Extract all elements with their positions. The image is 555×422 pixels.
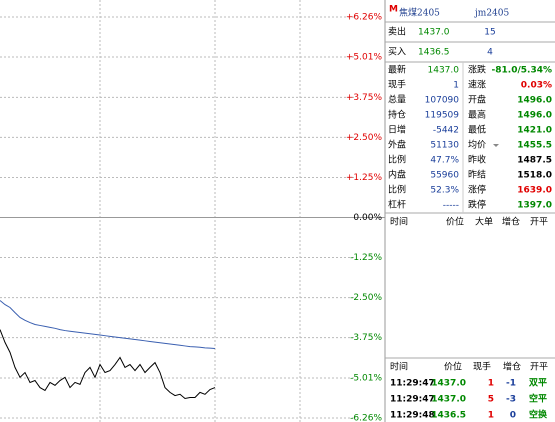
stat-value: 55960 (430, 171, 459, 181)
stat-label: 均价 (468, 139, 486, 151)
tick-cell: 双平 (529, 378, 547, 389)
stat-value: 1437.0 (428, 66, 460, 76)
stat-label: 持仓 (388, 109, 406, 121)
tick-cell: 空平 (529, 393, 547, 405)
column-header: 开平 (530, 217, 548, 228)
column-header: 时间 (390, 361, 408, 373)
stat-value: 1496.0 (517, 111, 552, 121)
contract-code: jm2405 (474, 9, 510, 19)
tick-cell: 11:29:47 (390, 379, 435, 389)
tick-cell: 0 (510, 411, 516, 421)
stat-label: 杠杆 (388, 199, 406, 211)
stat-value: 1 (453, 81, 459, 91)
stat-label: 最低 (468, 124, 486, 136)
stat-label: 内盘 (388, 169, 406, 181)
stat-label: 比例 (388, 184, 406, 196)
tick-cell: 1 (488, 379, 494, 389)
y-tick-label: 0.00% (353, 213, 382, 223)
column-header: 大单 (475, 216, 493, 228)
stat-value: 1518.0 (517, 171, 552, 181)
stat-value: 119509 (425, 111, 460, 121)
dropdown-arrow (493, 144, 499, 147)
stat-value: -81.0/5.34% (492, 66, 552, 76)
stat-label: 昨收 (468, 154, 486, 166)
stat-label: 最新 (388, 64, 406, 76)
tick-cell: 11:29:48 (390, 411, 435, 421)
tick-cell: 5 (488, 395, 494, 405)
buy-price: 1436.5 (418, 48, 450, 58)
column-header: 增仓 (503, 361, 521, 373)
tick-cell: -1 (506, 379, 516, 389)
column-header: 现手 (473, 361, 491, 373)
stat-label: 现手 (388, 79, 406, 91)
y-tick-label: +3.75% (346, 93, 383, 103)
y-tick-label: +1.25% (346, 173, 383, 183)
y-tick-label: +6.26% (346, 13, 383, 23)
price-line (0, 329, 216, 399)
stat-label: 涨跌 (468, 65, 486, 76)
tick-cell: 1437.0 (431, 395, 466, 405)
stat-value: 47.7% (430, 156, 459, 166)
sell-price: 1437.0 (418, 28, 450, 38)
tick-cell: 1 (488, 411, 494, 421)
y-tick-label: +2.50% (346, 133, 383, 143)
buy-qty: 4 (487, 48, 493, 58)
column-header: 价位 (444, 361, 462, 373)
stat-label: 外盘 (388, 139, 406, 151)
y-tick-label: -5.01% (350, 373, 382, 383)
price-line (0, 300, 216, 349)
y-tick-label: +5.01% (346, 53, 383, 63)
stat-value: 52.3% (430, 186, 459, 196)
stat-value: 1397.0 (517, 201, 552, 211)
stat-value: ----- (443, 201, 459, 211)
stat-value: 1487.5 (517, 156, 552, 166)
stat-value: 1496.0 (517, 96, 552, 106)
stat-value: 51130 (430, 141, 459, 151)
stat-label: 涨停 (468, 184, 486, 196)
stat-label: 开盘 (468, 94, 486, 106)
y-tick-label: -3.75% (350, 333, 382, 343)
stat-value: 1421.0 (517, 126, 552, 136)
y-tick-label: -1.25% (350, 253, 382, 263)
tick-cell: 空换 (529, 409, 548, 421)
tick-cell: 11:29:47 (390, 395, 435, 405)
tick-cell: 1436.5 (431, 411, 466, 421)
stat-label: 比例 (388, 154, 406, 166)
stat-value: 107090 (425, 96, 460, 106)
sell-label: 卖出 (388, 26, 406, 38)
column-header: 价位 (446, 216, 464, 228)
column-header: 开平 (530, 362, 548, 373)
tick-cell: 1437.0 (431, 379, 466, 389)
stat-label: 总量 (388, 94, 406, 106)
stat-label: 速涨 (468, 80, 486, 91)
stat-label: 跌停 (468, 199, 486, 211)
panel-bg (385, 0, 555, 422)
stat-value: 1455.5 (517, 141, 552, 151)
stat-label: 最高 (468, 109, 486, 121)
stat-value: -5442 (433, 126, 459, 136)
stat-label: 昨结 (468, 169, 486, 181)
tick-cell: -3 (506, 395, 516, 405)
column-header: 增仓 (502, 216, 520, 228)
y-tick-label: -6.26% (350, 414, 382, 422)
buy-label: 买入 (388, 47, 406, 58)
stat-value: 1639.0 (517, 186, 552, 196)
sell-qty: 15 (484, 28, 495, 38)
flag: M (389, 5, 398, 15)
y-tick-label: -2.50% (350, 293, 382, 303)
stat-value: 0.03% (521, 81, 552, 91)
stat-label: 日增 (388, 124, 406, 136)
contract-name: 焦煤2405 (399, 7, 440, 19)
column-header: 时间 (390, 216, 408, 228)
